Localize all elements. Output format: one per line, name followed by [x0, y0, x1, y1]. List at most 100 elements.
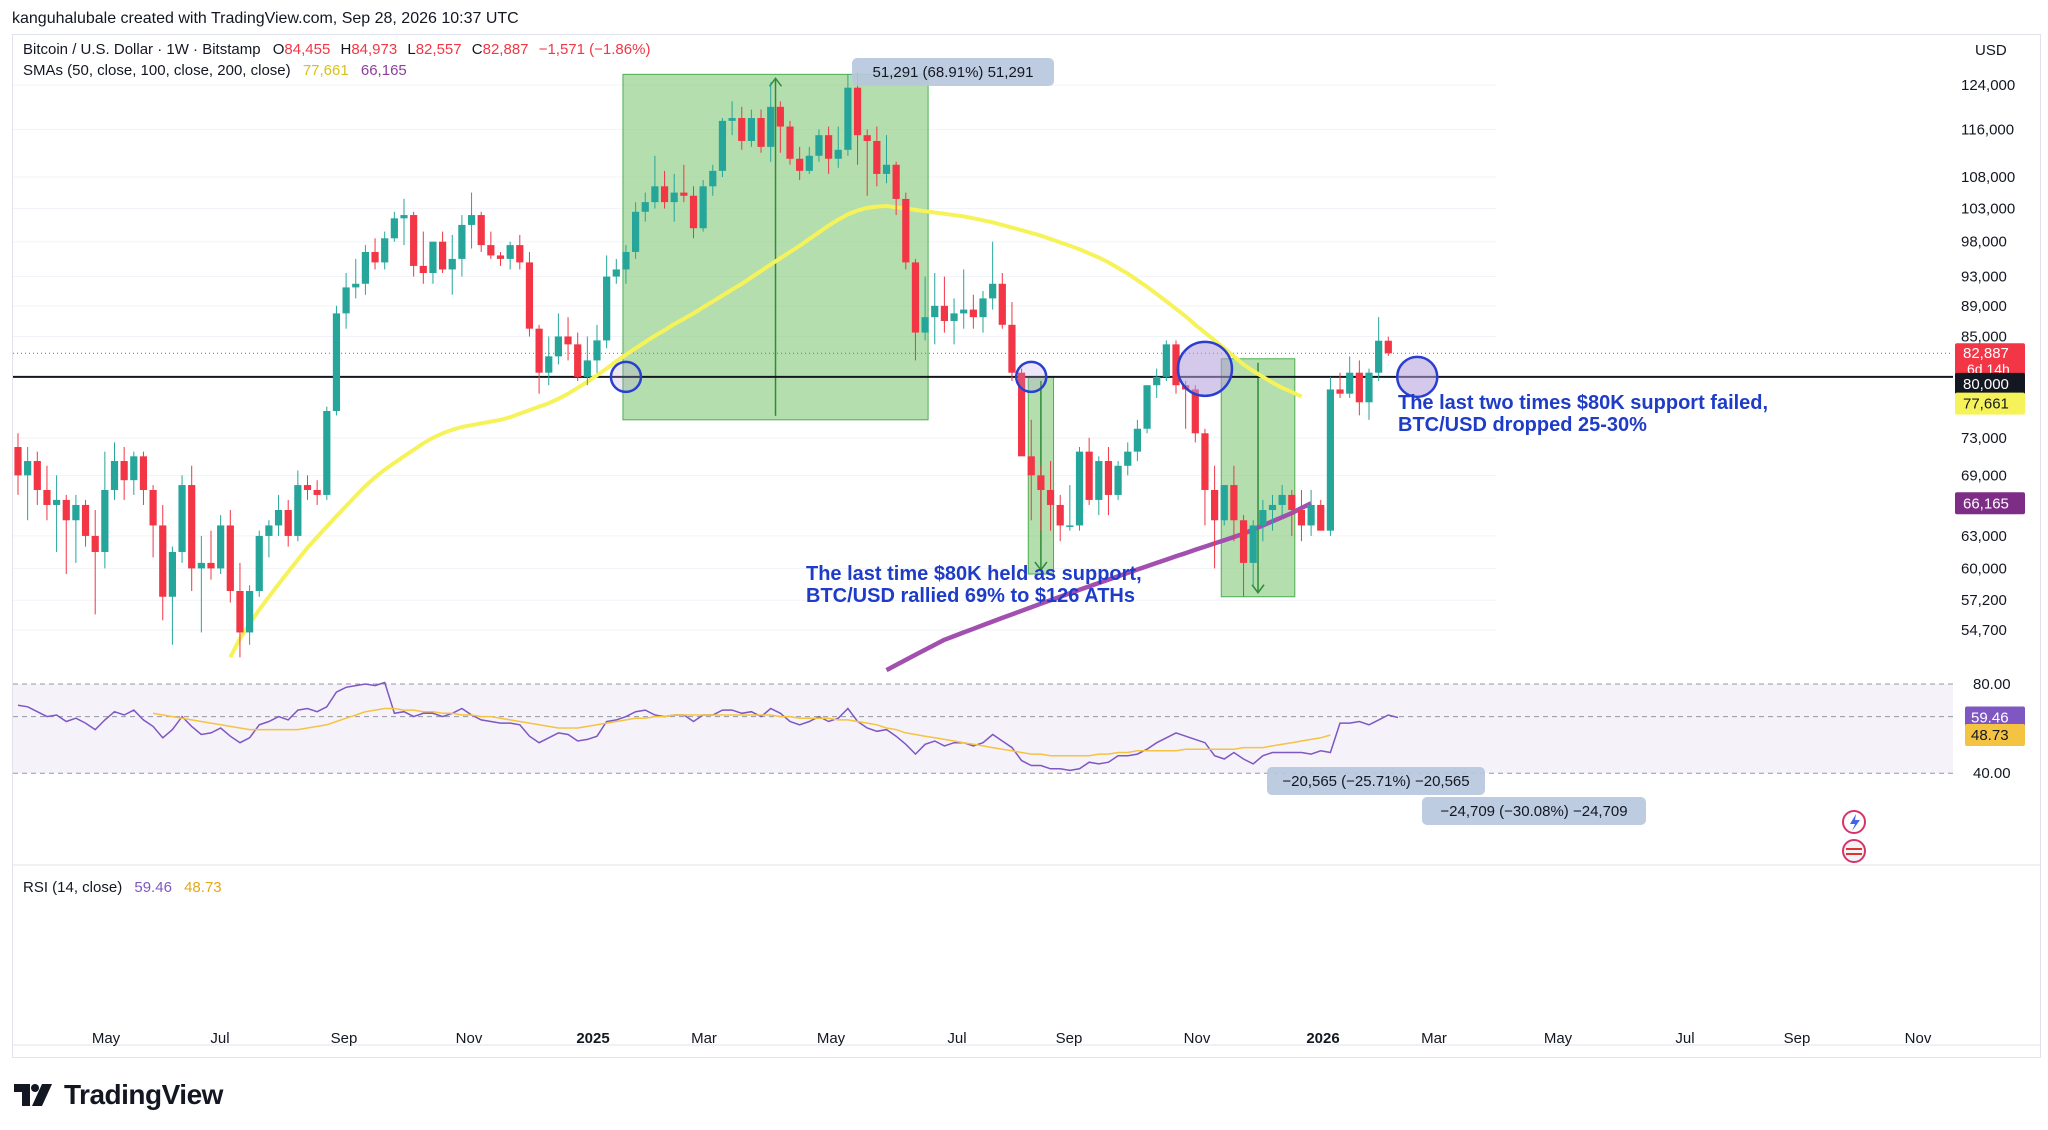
candle-body-86: [844, 87, 852, 150]
candle-body-1: [24, 461, 32, 476]
legend-rsi-title: RSI (14, close): [23, 879, 122, 896]
currency-label[interactable]: USD: [1975, 42, 2007, 59]
price-tick-7: 85,000: [1961, 328, 2007, 345]
candle-body-20: [207, 562, 215, 569]
candle-body-115: [1124, 451, 1132, 466]
candle-body-82: [805, 155, 813, 171]
annotation-0-line-1: BTC/USD rallied 69% to $126 ATHs: [806, 585, 1135, 607]
measure-label-0: 51,291 (68.91%) 51,291: [873, 64, 1034, 81]
price-tick-0: 124,000: [1961, 77, 2015, 94]
candle-body-134: [1307, 504, 1315, 526]
sma200-badge: 66,165: [1963, 495, 2009, 512]
candle-body-113: [1104, 461, 1113, 495]
candle-body-56: [554, 336, 562, 357]
time-tick-3: Nov: [456, 1030, 483, 1047]
candle-body-43: [429, 241, 437, 274]
candle-body-64: [632, 211, 640, 252]
tradingview-logo[interactable]: TradingView: [14, 1079, 223, 1111]
price-tick-1: 116,000: [1961, 121, 2014, 138]
candle-body-104: [1018, 372, 1026, 457]
candle-body-47: [467, 215, 476, 225]
sma50-badge: 77,661: [1963, 396, 2009, 413]
candle-body-120: [1172, 344, 1180, 386]
candle-body-107: [1046, 489, 1055, 505]
candle-body-44: [439, 241, 447, 270]
candle-body-26: [265, 525, 273, 536]
candle-body-62: [612, 269, 620, 277]
candle-body-139: [1355, 372, 1363, 403]
time-tick-15: Nov: [1905, 1030, 1932, 1047]
candle-body-72: [709, 170, 717, 187]
candle-body-53: [525, 262, 534, 329]
price-tick-13: 60,000: [1961, 560, 2007, 577]
measure-label-2: −24,709 (−30.08%) −24,709: [1440, 803, 1627, 820]
time-tick-9: Nov: [1184, 1030, 1211, 1047]
last-price-badge-bg: [1955, 343, 2025, 380]
candle-body-60: [593, 340, 601, 361]
sma200-badge-bg: [1955, 492, 2025, 515]
candle-body-67: [660, 186, 669, 203]
candle-body-106: [1037, 475, 1045, 490]
candle-body-75: [738, 118, 746, 141]
last-price-badge: 82,887: [1963, 345, 2009, 362]
candle-body-68: [670, 192, 678, 203]
price-chart[interactable]: 124,000 116,000 108,000 103,000 98,000 93,000…: [13, 35, 2040, 1057]
candle-body-12: [130, 456, 138, 481]
time-tick-5: Mar: [691, 1030, 717, 1047]
candle-body-116: [1133, 428, 1141, 452]
candle-body-89: [873, 140, 881, 174]
rsi-tick-80: 80.00: [1973, 676, 2011, 693]
candle-body-21: [217, 525, 225, 569]
rsi-ma-badge: 48.73: [1971, 727, 2009, 744]
candle-body-63: [622, 251, 630, 270]
candle-body-133: [1297, 510, 1306, 526]
chart-frame[interactable]: 124,000 116,000 108,000 103,000 98,000 93,000…: [12, 34, 2041, 1058]
measure-label-bg-1: [1267, 767, 1485, 795]
price-tick-5: 93,000: [1961, 269, 2007, 286]
annotation-0-line-0: The last time $80K held as support,: [806, 563, 1142, 585]
measure-arrowhead-1: [1034, 561, 1048, 572]
support-level-badge-bg: [1955, 372, 2025, 395]
rsi-badge: 59.46: [1971, 709, 2009, 726]
candle-body-19: [197, 562, 205, 569]
candle-body-2: [33, 461, 41, 490]
candle-body-99: [969, 309, 977, 318]
candle-body-74: [728, 118, 736, 121]
price-tick-6: 89,000: [1961, 298, 2007, 315]
candle-body-8: [91, 535, 99, 552]
lightning-icon: [1842, 810, 1866, 834]
time-tick-1: Jul: [210, 1030, 229, 1047]
candle-body-57: [564, 336, 572, 345]
candle-body-25: [255, 535, 263, 591]
candle-body-39: [390, 218, 398, 239]
legend-symbol-text: Bitcoin / U.S. Dollar · 1W · Bitstamp: [23, 41, 261, 58]
candle-body-78: [767, 106, 775, 147]
measure-label-bg-0: [852, 58, 1054, 86]
candle-body-91: [892, 164, 900, 199]
candle-body-23: [236, 590, 244, 633]
candle-body-54: [535, 328, 543, 373]
candle-body-58: [574, 344, 582, 377]
price-tick-12: 63,000: [1961, 528, 2007, 545]
price-tick-14: 57,200: [1961, 592, 2007, 609]
candle-body-34: [342, 287, 350, 314]
candle-body-9: [101, 489, 109, 552]
candle-body-128: [1249, 525, 1257, 563]
measure-label-1: −20,565 (−25.71%) −20,565: [1282, 773, 1469, 790]
candle-body-130: [1268, 504, 1277, 511]
candle-body-137: [1336, 389, 1344, 394]
time-tick-0: May: [92, 1030, 121, 1047]
legend-sma-a: 77,661: [303, 62, 349, 79]
candle-body-52: [516, 245, 524, 263]
candle-body-17: [178, 485, 186, 552]
candle-body-42: [419, 265, 427, 274]
legend-close: 82,887: [483, 41, 529, 58]
sma50-line: [228, 204, 1303, 659]
time-tick-4: 2025: [576, 1030, 609, 1047]
candle-body-88: [863, 135, 871, 141]
candle-body-93: [911, 262, 920, 333]
support-circles: [609, 340, 1439, 399]
candle-body-136: [1326, 389, 1334, 531]
candle-body-69: [680, 192, 688, 196]
legend-sma: SMAs (50, close, 100, close, 200, close)…: [23, 62, 407, 79]
